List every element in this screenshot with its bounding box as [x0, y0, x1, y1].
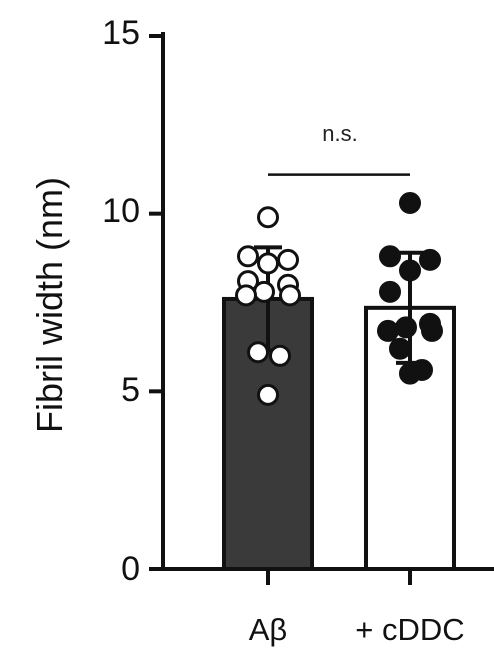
- data-point-cddc: [391, 339, 410, 358]
- data-point-abeta: [279, 250, 298, 269]
- y-tick-label-10: 10: [102, 192, 140, 230]
- data-point-abeta: [237, 286, 256, 305]
- y-tick-label-15: 15: [102, 14, 140, 52]
- y-tick-label-5: 5: [121, 371, 140, 409]
- chart-marks: [149, 36, 454, 585]
- data-point-cddc: [397, 318, 416, 337]
- y-axis-title: Fibril width (nm): [29, 177, 70, 433]
- data-point-abeta: [255, 282, 274, 301]
- data-point-cddc: [379, 321, 398, 340]
- data-point-abeta: [259, 385, 278, 404]
- data-point-abeta: [259, 208, 278, 227]
- data-point-abeta: [271, 346, 290, 365]
- significance-label: n.s.: [322, 121, 357, 146]
- data-point-cddc: [401, 194, 420, 213]
- data-point-cddc: [423, 321, 442, 340]
- data-point-abeta: [259, 254, 278, 273]
- x-tick-label-cddc: + cDDC: [355, 612, 464, 647]
- data-point-cddc: [421, 250, 440, 269]
- y-tick-label-0: 0: [121, 550, 140, 588]
- data-point-cddc: [381, 282, 400, 301]
- x-tick-label-abeta: Aβ: [249, 612, 288, 647]
- data-point-abeta: [281, 286, 300, 305]
- data-point-abeta: [239, 247, 258, 266]
- data-point-cddc: [401, 364, 420, 383]
- data-point-abeta: [249, 343, 268, 362]
- data-point-cddc: [381, 247, 400, 266]
- data-point-cddc: [401, 261, 420, 280]
